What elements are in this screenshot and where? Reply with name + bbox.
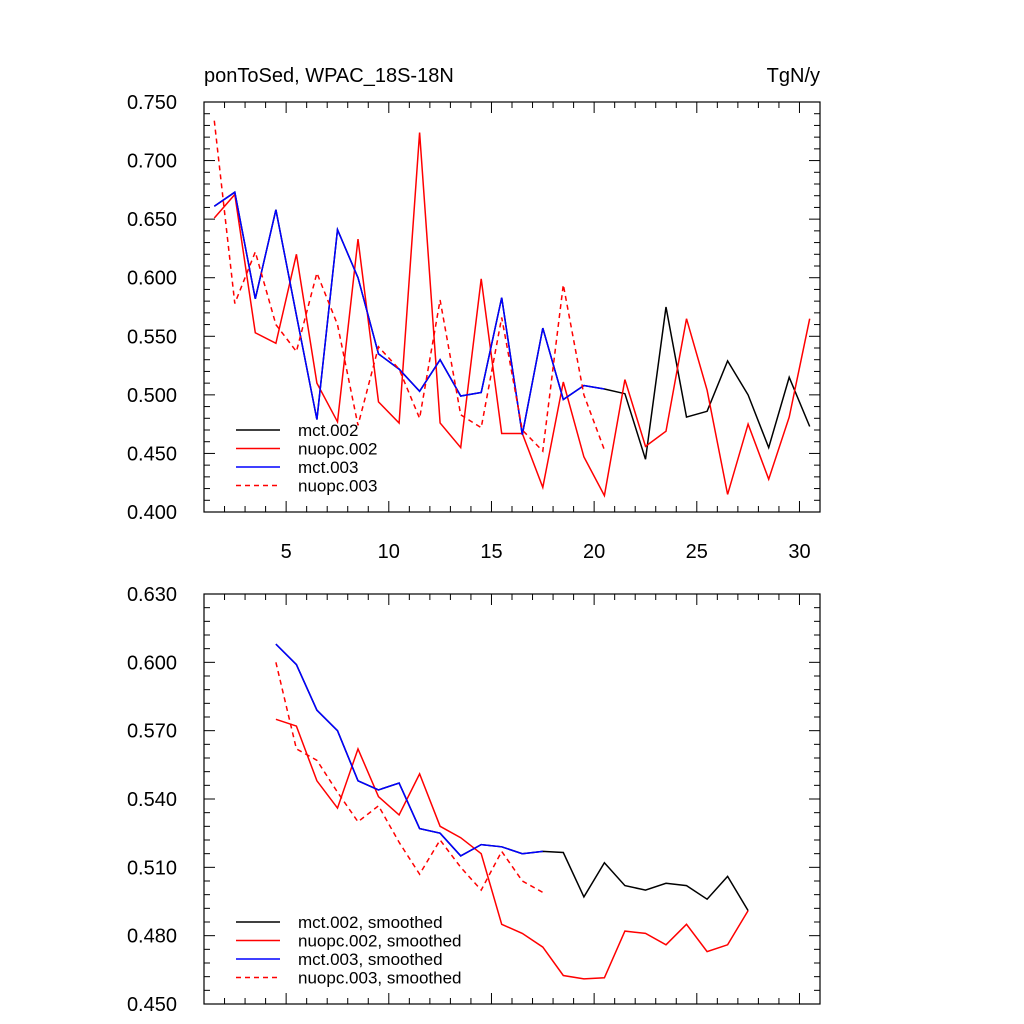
y-tick-label: 0.750 [127,92,177,114]
y-tick-label: 0.550 [127,326,177,348]
legend-label: nuopc.003 [298,477,377,496]
legend-label: nuopc.002, smoothed [298,932,462,951]
y-tick-label: 0.500 [127,385,177,407]
series-line [213,132,811,498]
y-tick-label: 0.450 [127,994,177,1016]
x-tick-label: 5 [281,541,292,563]
series-line [213,190,605,435]
series-line [213,120,606,453]
legend-label: mct.003 [298,458,358,477]
legend-label: mct.002, smoothed [298,913,443,932]
chart-units: TgN/y [767,65,820,87]
y-tick-label: 0.700 [127,151,177,173]
y-tick-label: 0.510 [127,857,177,879]
y-tick-label: 0.650 [127,209,177,231]
series-line [275,643,543,857]
y-tick-label: 0.600 [127,652,177,674]
top-panel: ponToSed, WPAC_18S-18N TgN/y 0.400 0.450 0… [127,65,821,563]
plot-frame [203,593,821,1005]
legend-label: mct.002 [298,421,358,440]
x-tick-label: 25 [686,541,708,563]
y-tick-label: 0.540 [127,789,177,811]
x-tick-label: 30 [788,541,810,563]
x-tick-label: 15 [480,541,502,563]
series-line [275,662,544,894]
y-tick-label: 0.450 [127,443,177,465]
y-tick-label: 0.600 [127,268,177,290]
series-line [213,190,811,460]
legend-label: mct.003, smoothed [298,950,443,969]
legend-label: nuopc.003, smoothed [298,969,462,988]
y-tick-label: 0.400 [127,502,177,524]
chart-title: ponToSed, WPAC_18S-18N [204,65,454,87]
plot-frame [203,101,821,513]
y-tick-label: 0.480 [127,926,177,948]
x-tick-label: 10 [378,541,400,563]
y-tick-label: 0.630 [127,584,177,606]
series-line [275,643,749,911]
legend-label: nuopc.002 [298,440,377,459]
y-tick-label: 0.570 [127,721,177,743]
x-tick-label: 20 [583,541,605,563]
series-line [275,718,749,980]
bottom-panel: 0.450 0.480 0.510 0.540 0.570 0.600 0.630 mct.… [127,584,821,1016]
